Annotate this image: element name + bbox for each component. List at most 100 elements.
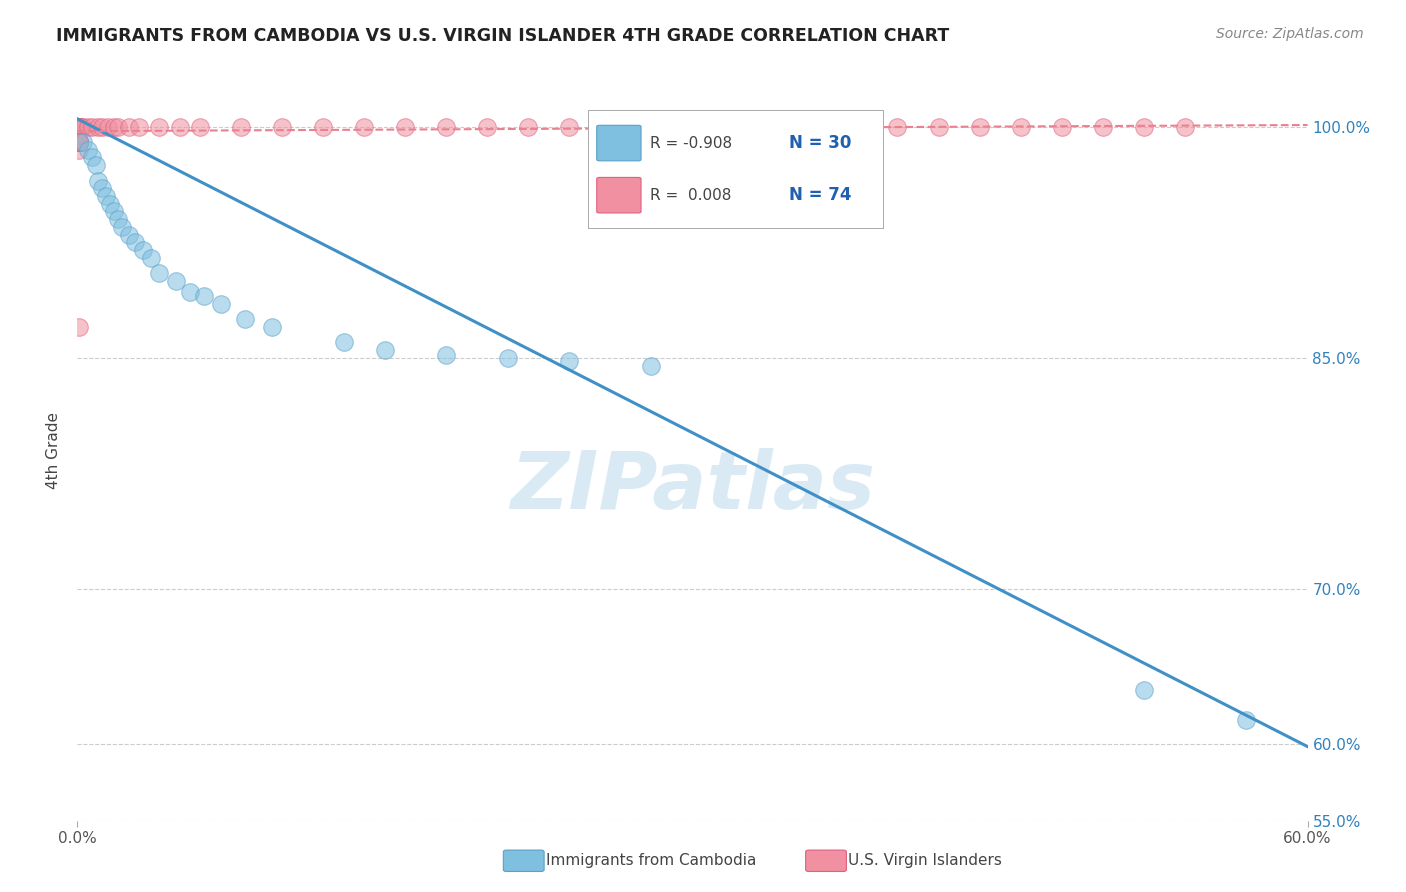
Point [271,120,294,134]
Point [640,120,662,134]
Point [80,120,103,134]
Point [67,120,90,134]
Point [72,120,94,134]
Point [67,135,90,149]
Point [76,143,98,157]
Point [67,135,90,149]
Point [1174,120,1197,134]
Point [103,120,125,134]
Point [67,120,90,134]
Point [262,320,284,334]
Point [132,243,155,257]
Point [1091,120,1114,134]
Point [67,135,90,149]
Point [67,120,90,134]
Point [94,189,117,203]
Point [886,120,908,134]
Point [496,351,519,365]
Point [1010,120,1032,134]
Point [231,120,253,134]
Point [87,120,110,134]
Point [67,135,90,149]
Point [76,120,98,134]
Point [558,354,581,368]
Point [67,135,90,149]
Point [87,173,110,187]
Point [353,120,375,134]
Point [558,120,581,134]
Point [128,120,150,134]
Point [179,285,201,299]
Point [169,120,191,134]
Point [117,227,139,242]
Point [90,120,114,134]
Text: IMMIGRANTS FROM CAMBODIA VS U.S. VIRGIN ISLANDER 4TH GRADE CORRELATION CHART: IMMIGRANTS FROM CAMBODIA VS U.S. VIRGIN … [56,27,949,45]
Point [333,335,356,350]
Point [107,120,129,134]
Point [436,348,458,362]
Point [67,143,90,157]
Point [67,135,90,149]
Point [67,120,90,134]
Point [1234,714,1257,728]
Point [67,135,90,149]
Point [72,135,94,149]
Point [117,120,139,134]
Point [763,120,786,134]
Point [70,120,93,134]
Point [436,120,458,134]
Point [1132,682,1154,697]
Point [235,312,257,326]
Point [804,120,827,134]
Point [67,120,90,134]
Point [1132,120,1154,134]
Point [67,120,90,134]
Point [67,135,90,149]
Point [67,135,90,149]
Point [67,135,90,149]
Point [394,120,416,134]
Point [477,120,499,134]
Point [80,150,103,164]
Point [599,120,621,134]
Point [84,158,107,172]
Point [67,135,90,149]
Text: Source: ZipAtlas.com: Source: ZipAtlas.com [1216,27,1364,41]
Point [98,196,121,211]
Point [928,120,950,134]
Point [67,135,90,149]
Point [640,359,662,373]
Point [67,135,90,149]
Point [845,120,868,134]
Point [517,120,540,134]
Point [969,120,991,134]
Y-axis label: 4th Grade: 4th Grade [46,412,62,489]
Point [682,120,704,134]
Text: U.S. Virgin Islanders: U.S. Virgin Islanders [848,854,1001,868]
Point [188,120,212,134]
Text: ZIPatlas: ZIPatlas [510,449,875,526]
Point [70,120,93,134]
Point [165,274,187,288]
Point [148,120,170,134]
Point [67,135,90,149]
Point [67,135,90,149]
Point [312,120,335,134]
Point [67,135,90,149]
Point [67,135,90,149]
Point [148,266,170,280]
Point [67,120,90,134]
Point [103,204,125,219]
Point [67,135,90,149]
Point [111,219,134,234]
Point [67,320,90,334]
Point [723,120,745,134]
Point [374,343,396,358]
Point [97,120,120,134]
Point [141,251,163,265]
Point [124,235,146,250]
Point [67,135,90,149]
Point [67,135,90,149]
Point [67,135,90,149]
Point [1050,120,1073,134]
